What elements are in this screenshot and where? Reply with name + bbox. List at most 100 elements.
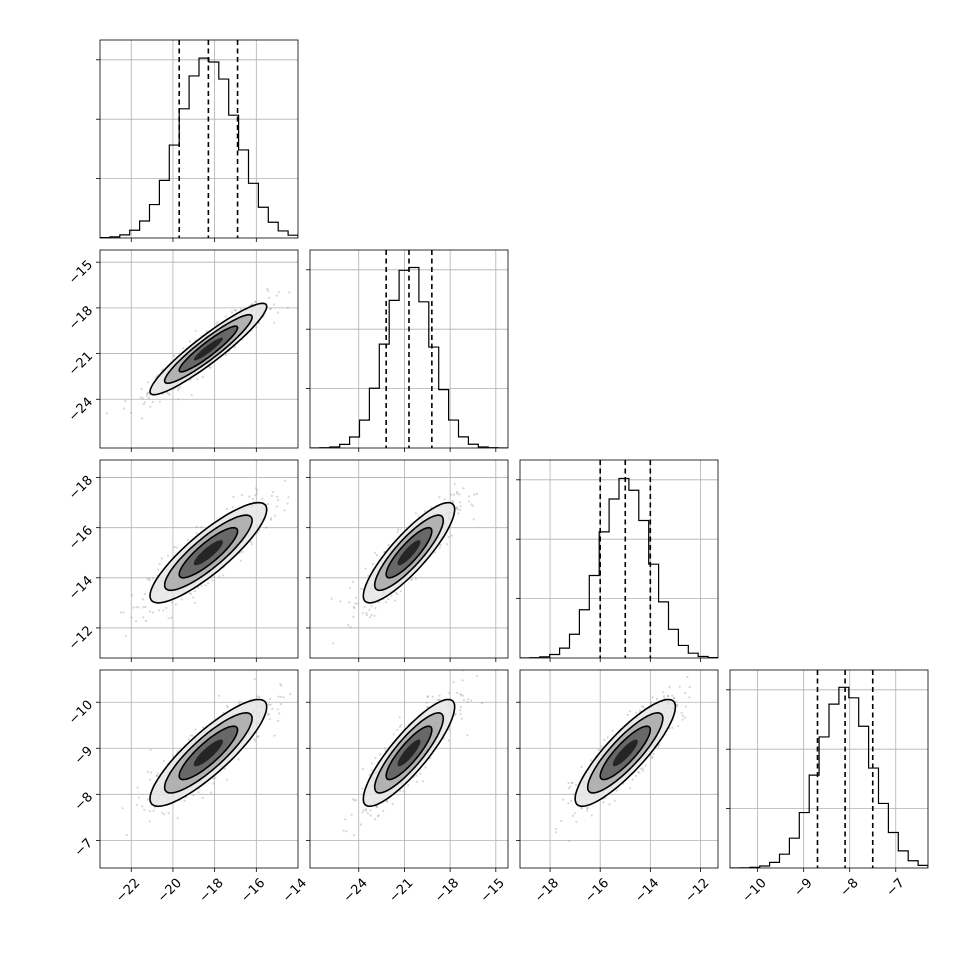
scatter-point bbox=[431, 695, 434, 699]
contour-1-0-3 bbox=[149, 302, 268, 396]
scatter-point bbox=[454, 712, 457, 715]
scatter-point bbox=[467, 500, 470, 503]
contour-2-1-3 bbox=[362, 501, 456, 604]
scatter-point bbox=[137, 606, 140, 609]
scatter-point bbox=[671, 726, 674, 729]
scatter-point bbox=[459, 692, 462, 696]
scatter-point bbox=[147, 381, 150, 384]
scatter-point bbox=[369, 809, 372, 812]
scatter-point bbox=[597, 748, 600, 751]
scatter-point bbox=[373, 818, 377, 821]
scatter-point bbox=[437, 698, 441, 702]
scatter-point bbox=[361, 767, 365, 771]
scatter-point bbox=[186, 538, 189, 542]
scatter-point bbox=[257, 735, 260, 738]
panel-frame-1-1 bbox=[309, 249, 509, 449]
scatter-point bbox=[570, 799, 573, 803]
scatter-point bbox=[666, 695, 670, 698]
scatter-point bbox=[222, 574, 225, 577]
scatter-point bbox=[361, 811, 364, 814]
scatter-point bbox=[567, 781, 570, 785]
scatter-point bbox=[375, 805, 378, 808]
scatter-point bbox=[283, 509, 286, 512]
scatter-point bbox=[382, 809, 385, 813]
scatter-point bbox=[391, 803, 394, 806]
panel-frame-3-1 bbox=[309, 669, 509, 869]
scatter-point bbox=[149, 748, 152, 751]
scatter-point bbox=[135, 605, 138, 609]
scatter-point bbox=[204, 584, 207, 587]
scatter-point bbox=[170, 601, 173, 604]
scatter-point bbox=[458, 493, 461, 496]
scatter-point bbox=[480, 702, 483, 705]
scatter-point bbox=[666, 694, 670, 697]
scatter-point bbox=[265, 526, 268, 529]
scatter-point bbox=[684, 716, 687, 719]
scatter-point bbox=[241, 550, 244, 554]
scatter-point bbox=[141, 598, 144, 601]
histogram-panel-0 bbox=[96, 39, 299, 242]
panel-3-1 bbox=[306, 669, 509, 872]
scatter-point bbox=[279, 703, 282, 706]
density-fill-3-0-0 bbox=[193, 739, 223, 767]
histogram-panel-3 bbox=[726, 669, 929, 872]
scatter-point bbox=[399, 724, 403, 727]
scatter-point bbox=[278, 712, 281, 715]
scatter-point bbox=[273, 734, 276, 737]
scatter-point bbox=[446, 543, 449, 546]
scatter-point bbox=[148, 577, 151, 580]
scatter-point bbox=[155, 774, 159, 778]
scatter-point bbox=[276, 499, 280, 502]
scatter-point bbox=[451, 500, 454, 503]
scatter-point bbox=[270, 494, 273, 497]
scatter-point bbox=[476, 675, 479, 678]
scatter-point bbox=[98, 631, 100, 633]
scatter-point bbox=[433, 551, 437, 554]
scatter-point bbox=[370, 762, 374, 765]
scatter-point bbox=[248, 495, 251, 498]
scatter-point bbox=[631, 778, 634, 781]
scatter-point bbox=[105, 412, 108, 415]
scatter-point bbox=[239, 559, 242, 562]
panel-content-1-0 bbox=[105, 287, 291, 420]
scatter-point bbox=[276, 708, 279, 711]
scatter-point bbox=[226, 706, 229, 709]
scatter-point bbox=[384, 601, 388, 604]
scatter-point bbox=[586, 809, 589, 812]
density-fill-2-1-0 bbox=[397, 540, 421, 566]
scatter-point bbox=[231, 506, 234, 509]
scatter-point bbox=[459, 508, 462, 511]
scatter-point bbox=[611, 729, 614, 732]
scatter-point bbox=[151, 400, 154, 403]
panel-frame-2-0 bbox=[99, 459, 299, 659]
scatter-point bbox=[146, 770, 149, 773]
scatter-point bbox=[225, 778, 228, 781]
scatter-point bbox=[124, 399, 127, 403]
scatter-point bbox=[130, 616, 133, 619]
scatter-point bbox=[192, 794, 195, 797]
y-tick-label-2-3: −18 bbox=[66, 473, 96, 503]
scatter-point bbox=[289, 693, 292, 696]
scatter-point bbox=[205, 330, 208, 333]
scatter-point bbox=[383, 747, 386, 750]
scatter-point bbox=[354, 799, 358, 802]
density-fill-3-2-0 bbox=[612, 739, 638, 767]
scatter-point bbox=[396, 530, 399, 534]
scatter-point bbox=[590, 814, 593, 817]
scatter-point bbox=[124, 634, 127, 638]
scatter-point bbox=[438, 496, 441, 499]
scatter-point bbox=[662, 691, 665, 694]
scatter-point bbox=[453, 713, 456, 717]
scatter-point bbox=[167, 617, 170, 620]
scatter-point bbox=[197, 791, 200, 794]
scatter-point bbox=[342, 829, 345, 832]
scatter-point bbox=[179, 386, 182, 389]
scatter-point bbox=[456, 492, 459, 495]
scatter-point bbox=[215, 322, 218, 325]
scatter-point bbox=[141, 417, 144, 420]
scatter-point bbox=[167, 554, 170, 557]
scatter-point bbox=[158, 563, 161, 566]
scatter-point bbox=[158, 400, 161, 403]
scatter-point bbox=[638, 771, 641, 774]
y-tick-label-2-0: −12 bbox=[66, 623, 96, 653]
